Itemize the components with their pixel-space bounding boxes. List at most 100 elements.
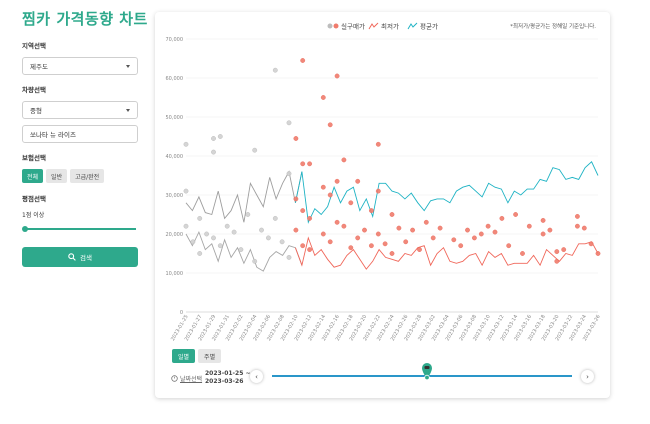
- car-icon: [424, 366, 430, 369]
- actual-price-point: [458, 243, 464, 249]
- actual-price-point: [327, 192, 333, 198]
- date-range-handle[interactable]: [421, 362, 433, 380]
- chevron-right-icon: ›: [586, 372, 589, 381]
- app-title: 찜카 가격동향 차트: [22, 10, 148, 28]
- actual-price-point: [183, 141, 189, 147]
- date-to: 2023-03-26: [205, 378, 244, 385]
- region-select[interactable]: 제주도: [22, 57, 138, 75]
- legend-label-lowest: 최저가: [381, 22, 399, 31]
- actual-price-point: [499, 215, 505, 221]
- actual-price-point: [540, 217, 546, 223]
- insurance-option-all[interactable]: 전체: [22, 169, 44, 183]
- actual-price-point: [300, 208, 306, 214]
- actual-price-point: [320, 95, 326, 100]
- actual-price-point: [197, 251, 203, 256]
- actual-price-point: [300, 243, 306, 249]
- vehicle-select[interactable]: 중형: [22, 101, 138, 119]
- date-select-text: 날짜선택: [180, 376, 203, 383]
- actual-price-point: [430, 235, 436, 241]
- actual-price-point: [327, 122, 333, 128]
- tab-weekly[interactable]: 주별: [198, 349, 222, 363]
- actual-price-point: [520, 251, 525, 256]
- actual-price-point: [574, 213, 580, 219]
- actual-price-point: [389, 212, 395, 217]
- actual-price-point: [320, 231, 326, 237]
- actual-price-point: [245, 212, 251, 217]
- actual-price-point: [348, 245, 354, 251]
- next-button[interactable]: ›: [581, 370, 594, 383]
- actual-price-point: [307, 215, 313, 221]
- actual-price-point: [211, 149, 216, 155]
- search-button[interactable]: 검색: [22, 247, 138, 267]
- date-range-slider[interactable]: [272, 375, 572, 377]
- average-price-line-past: [185, 170, 303, 223]
- actual-price-point: [547, 227, 553, 233]
- actual-price-point: [526, 223, 532, 229]
- actual-price-point: [382, 241, 388, 247]
- rating-label: 평점선택: [22, 195, 46, 203]
- actual-price-point: [272, 67, 278, 73]
- actual-price-point: [561, 247, 567, 253]
- y-tick-label: 30,000: [166, 193, 184, 199]
- actual-price-point: [492, 229, 498, 235]
- y-tick-label: 50,000: [166, 115, 184, 121]
- search-button-label: 검색: [80, 254, 92, 262]
- rating-value: 1점 이상: [22, 212, 45, 219]
- rating-slider[interactable]: [22, 225, 136, 232]
- actual-price-point: [238, 247, 244, 253]
- average-price-line: [294, 161, 599, 224]
- actual-price-point: [286, 254, 292, 260]
- actual-price-point: [375, 231, 381, 237]
- actual-price-point: [410, 227, 416, 233]
- actual-price-point: [355, 178, 361, 184]
- actual-price-point: [272, 215, 278, 221]
- search-icon: [68, 253, 76, 261]
- legend-marker-lowest: [368, 22, 379, 30]
- actual-price-point: [204, 231, 209, 237]
- prev-button[interactable]: ‹: [250, 370, 263, 383]
- price-trend-chart: 실구매가 최저가 평균가 *최저가/평균가는 정해일 기준입니다. 0 10,00…: [166, 22, 602, 343]
- legend-marker-average: [407, 22, 418, 30]
- y-tick-label: 0: [180, 310, 183, 316]
- y-tick-label: 70,000: [166, 37, 184, 43]
- actual-price-point: [211, 235, 216, 241]
- actual-price-point: [423, 219, 429, 225]
- actual-price-point: [320, 184, 326, 190]
- legend-label-actual: 실구매가: [341, 22, 365, 31]
- actual-price-point: [183, 188, 189, 194]
- clock-icon: [171, 375, 178, 382]
- actual-price-point: [217, 134, 223, 139]
- actual-price-point: [334, 178, 340, 184]
- actual-price-point: [389, 251, 395, 256]
- date-from: 2023-01-25 ~: [205, 370, 251, 377]
- chart-note: *최저가/평균가는 정해일 기준입니다.: [510, 22, 596, 30]
- legend-marker-actual-past: [327, 23, 333, 29]
- chevron-left-icon: ‹: [255, 372, 258, 381]
- actual-price-point: [259, 227, 264, 233]
- model-input[interactable]: 쏘나타 뉴 라이즈: [22, 125, 138, 143]
- chevron-down-icon: [126, 64, 130, 68]
- y-tick-label: 60,000: [166, 76, 184, 82]
- actual-price-point: [334, 73, 340, 79]
- actual-price-point: [341, 157, 347, 163]
- vehicle-label: 차량선택: [22, 86, 46, 94]
- actual-price-point: [341, 223, 347, 229]
- date-range: 2023-01-25 ~ 2023-03-26: [205, 370, 251, 386]
- rating-slider-handle[interactable]: [22, 225, 28, 232]
- tab-daily[interactable]: 일별: [172, 349, 196, 363]
- actual-price-point: [293, 196, 299, 202]
- lowest-price-line-past: [185, 230, 303, 272]
- actual-price-point: [300, 58, 306, 63]
- insurance-option-standard[interactable]: 일반: [46, 169, 68, 183]
- actual-price-point: [368, 208, 374, 214]
- actual-price-point: [307, 161, 313, 167]
- actual-price-point: [293, 227, 299, 233]
- vehicle-select-value: 중형: [30, 107, 42, 115]
- actual-price-point: [293, 136, 299, 141]
- actual-price-point: [355, 235, 361, 241]
- insurance-option-premium[interactable]: 고급/완전: [70, 169, 105, 183]
- actual-price-point: [471, 235, 477, 241]
- actual-price-point: [396, 225, 402, 231]
- chevron-down-icon: [126, 108, 130, 112]
- chart-legend: 실구매가 최저가 평균가: [327, 22, 438, 31]
